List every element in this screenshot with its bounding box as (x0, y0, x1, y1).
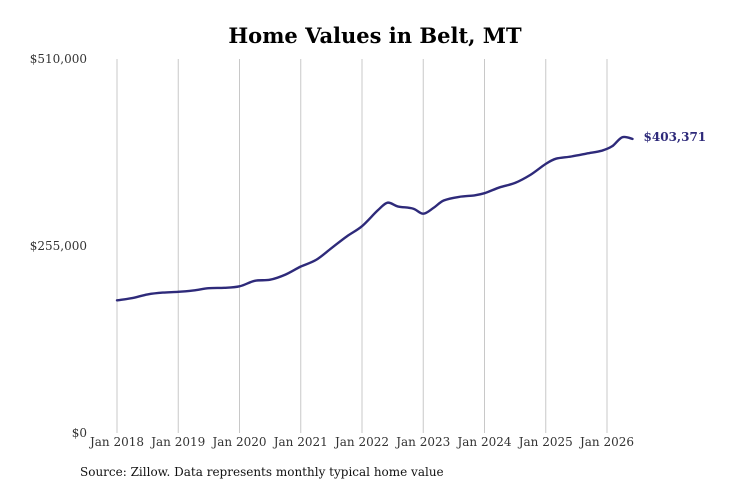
grid-lines (116, 59, 608, 433)
y-axis-ticks: $0 $255,000 $510,000 (30, 52, 87, 440)
x-tick-label: Jan 2019 (149, 435, 205, 449)
x-tick-label: Jan 2023 (394, 435, 450, 449)
x-tick-label: Jan 2018 (88, 435, 144, 449)
source-note: Source: Zillow. Data represents monthly … (80, 465, 444, 479)
series-line (115, 135, 634, 302)
x-tick-label: Jan 2026 (578, 435, 634, 449)
end-value-label: $403,371 (644, 130, 707, 144)
y-tick-label: $0 (72, 426, 87, 440)
y-tick-label: $510,000 (30, 52, 87, 66)
y-tick-label: $255,000 (30, 239, 87, 253)
x-tick-label: Jan 2022 (333, 435, 389, 449)
x-tick-label: Jan 2020 (210, 435, 266, 449)
x-tick-label: Jan 2025 (517, 435, 573, 449)
x-tick-label: Jan 2021 (272, 435, 328, 449)
x-axis-ticks: Jan 2018 Jan 2019 Jan 2020 Jan 2021 Jan 2022… (88, 435, 634, 449)
chart-title: Home Values in Belt, MT (228, 23, 522, 48)
x-tick-label: Jan 2024 (455, 435, 511, 449)
